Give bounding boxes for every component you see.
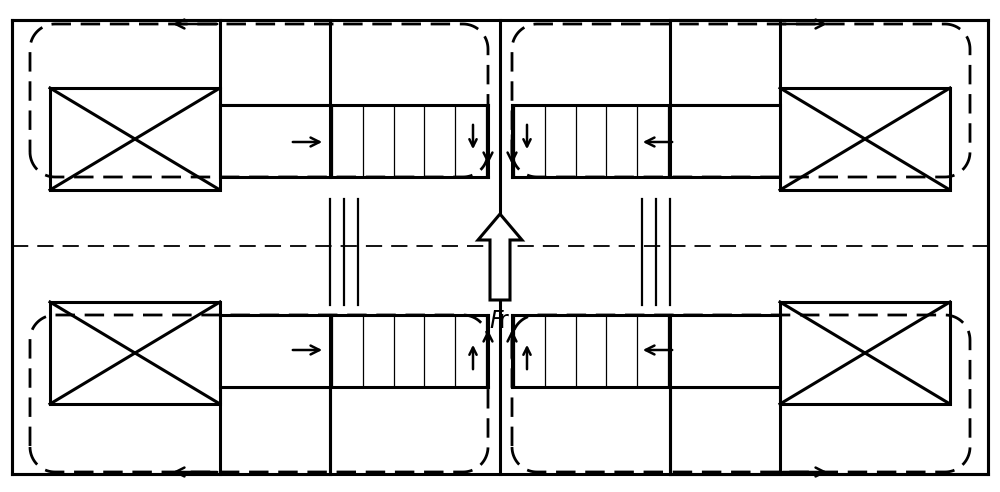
Bar	[50, 88, 220, 190]
Bar	[670, 315, 780, 387]
Bar	[220, 105, 330, 177]
Bar	[220, 20, 330, 105]
Text: $F\!\mathrm{r}$: $F\!\mathrm{r}$	[489, 310, 511, 333]
Bar	[670, 20, 780, 105]
Bar	[220, 387, 330, 474]
Bar	[220, 315, 330, 387]
Bar	[670, 105, 780, 177]
Bar	[50, 302, 220, 404]
Bar	[780, 302, 950, 404]
Bar	[670, 387, 780, 474]
Bar	[780, 88, 950, 190]
Polygon shape	[478, 214, 522, 300]
